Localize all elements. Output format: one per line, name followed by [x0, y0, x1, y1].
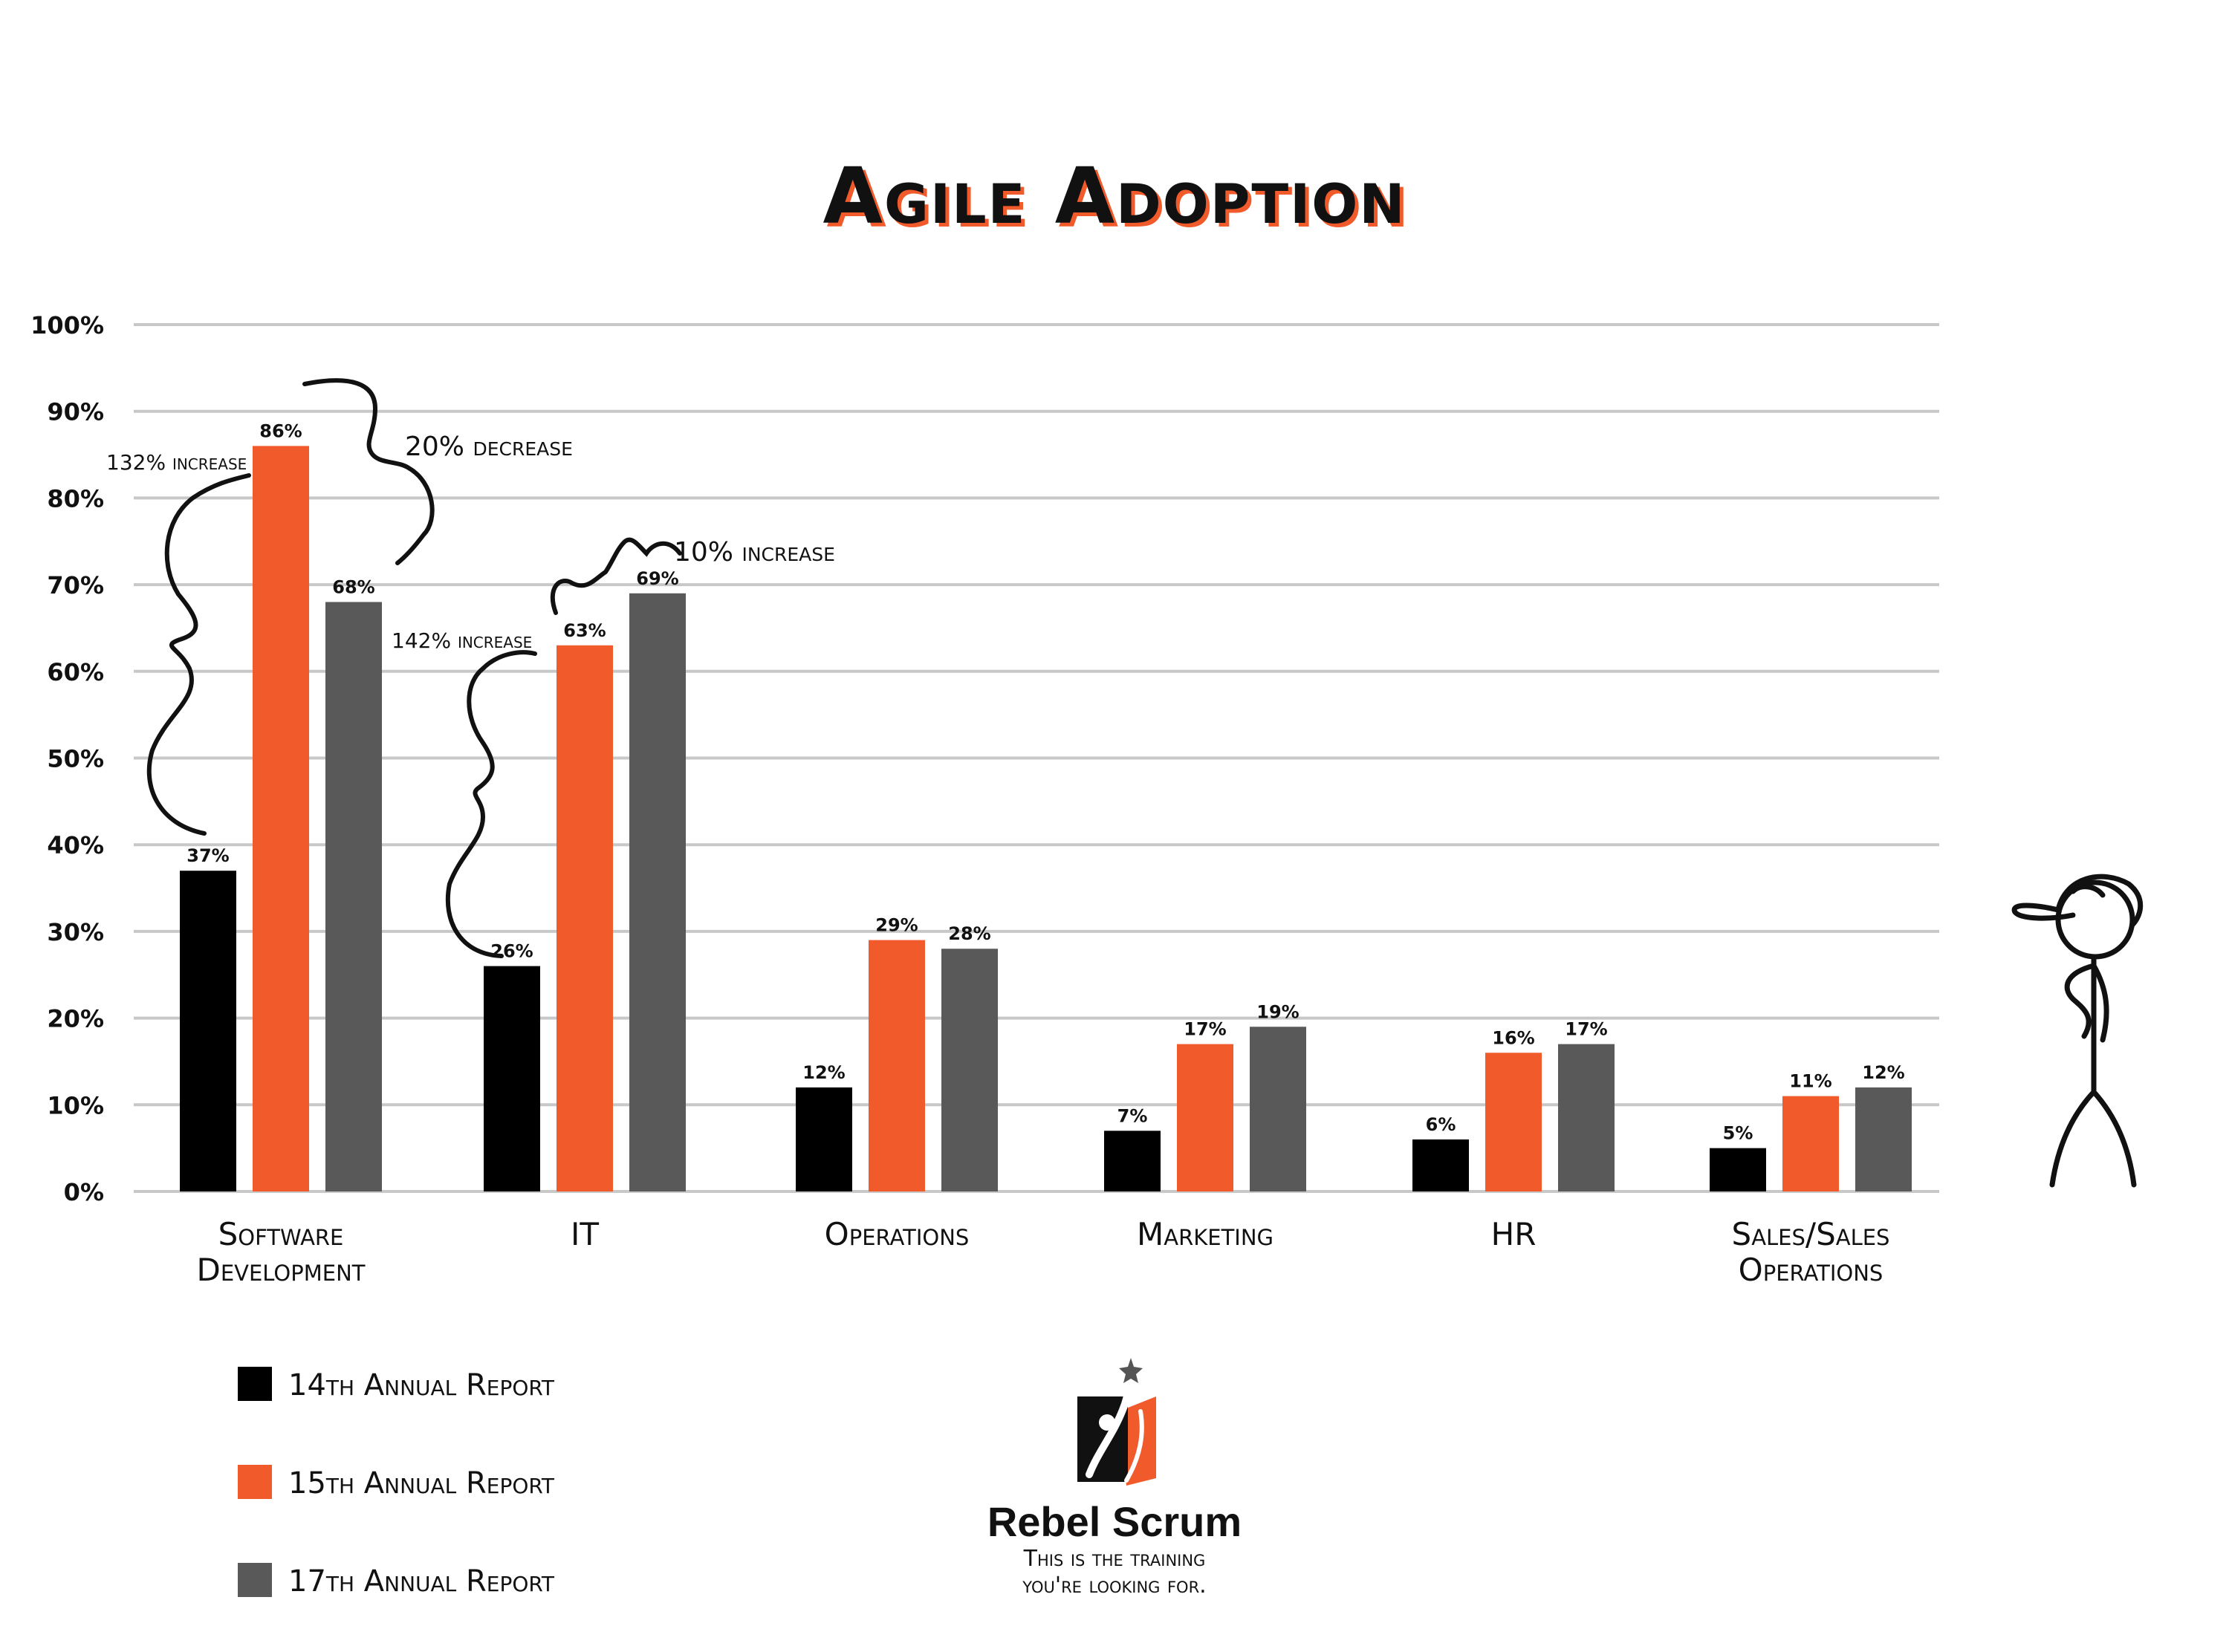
chart-title: Agile Adoption [827, 155, 1410, 245]
bar-value-label: 17% [1184, 1019, 1226, 1040]
bar-value-label: 12% [802, 1062, 845, 1083]
bar-value-label: 63% [563, 620, 606, 641]
y-tick-label: 90% [47, 398, 104, 426]
rebel-scrum-logo-icon [1077, 1358, 1156, 1486]
legend-swatch-17th [238, 1563, 272, 1597]
annotation-sd-increase: 132% increase [106, 450, 247, 475]
brand-tagline-line2: you're looking for. [1022, 1573, 1206, 1599]
legend-label-17th: 17th Annual Report [288, 1564, 555, 1599]
category-labels: Software Development IT Operations Marketing… [196, 1216, 1889, 1288]
category-label: Sales/Sales Operations [1732, 1216, 1890, 1288]
annotation-it-increase: 142% increase [392, 628, 532, 653]
category-label: HR [1491, 1216, 1537, 1252]
category-label: Operations [825, 1216, 970, 1252]
bar [796, 1087, 852, 1191]
bar [1104, 1131, 1161, 1191]
y-tick-label: 40% [47, 831, 104, 859]
bar-value-label: 19% [1256, 1001, 1299, 1022]
bar [1250, 1027, 1306, 1191]
bar [1782, 1096, 1839, 1191]
legend: 14th Annual Report 15th Annual Report 17… [238, 1367, 555, 1599]
bar [941, 949, 998, 1191]
data-labels: 37% 26% 12% 7% 6% 5% 86% 63% 29% 17% 16% 11% 68% 69% 2… [186, 420, 1904, 1143]
annotation-sd-decrease: 20% decrease [405, 432, 573, 462]
bar [1412, 1139, 1469, 1191]
y-tick-label: 100% [30, 311, 104, 339]
bar [1710, 1148, 1766, 1191]
y-tick-label: 70% [47, 571, 104, 599]
bar-value-label: 16% [1492, 1027, 1534, 1048]
y-axis-ticks: 0% 10% 20% 30% 40% 50% 60% 70% 80% 90% 100% [30, 311, 104, 1206]
bar [484, 966, 540, 1191]
y-tick-label: 20% [47, 1005, 104, 1033]
brand-name: Rebel Scrum [987, 1498, 1242, 1545]
legend-swatch-14th [238, 1367, 272, 1401]
bar-value-label: 11% [1789, 1071, 1831, 1092]
chart-title-shadow-top: Agile Adoption [823, 151, 1406, 241]
bar-value-label: 86% [259, 420, 302, 441]
y-tick-label: 50% [47, 745, 104, 773]
annotation-squiggles [146, 378, 682, 958]
stick-figure-with-cap-icon [2011, 874, 2144, 1188]
squiggle-it-increase [445, 650, 537, 958]
y-tick-label: 10% [47, 1091, 104, 1119]
legend-label-15th: 15th Annual Report [288, 1466, 555, 1500]
bars [180, 446, 1912, 1191]
category-label: Software Development [196, 1216, 365, 1288]
bar-value-label: 37% [186, 845, 229, 866]
legend-swatch-15th [238, 1465, 272, 1499]
y-tick-label: 0% [64, 1178, 104, 1206]
bar [1177, 1044, 1233, 1191]
bar-value-label: 68% [332, 576, 374, 597]
bar [1855, 1087, 1912, 1191]
bar-value-label: 17% [1565, 1019, 1607, 1040]
squiggle-sd-decrease [302, 378, 435, 565]
y-tick-label: 80% [47, 484, 104, 513]
squiggle-it-decrease [550, 537, 682, 615]
bar-value-label: 5% [1723, 1123, 1753, 1144]
bar [325, 602, 382, 1191]
bar-value-label: 28% [948, 923, 990, 944]
category-label: IT [571, 1216, 599, 1252]
bar [180, 871, 236, 1191]
y-tick-label: 30% [47, 918, 104, 946]
y-tick-label: 60% [47, 658, 104, 686]
bar-value-label: 7% [1117, 1105, 1148, 1126]
annotation-it-decrease: 10% increase [674, 537, 835, 568]
legend-label-14th: 14th Annual Report [288, 1368, 555, 1402]
bar-value-label: 26% [490, 941, 533, 962]
gridlines [134, 323, 1939, 1193]
bar [253, 446, 309, 1191]
bar [557, 645, 613, 1191]
bar [629, 593, 686, 1191]
category-label: Marketing [1137, 1216, 1274, 1252]
squiggle-sd-increase [146, 473, 251, 836]
bar-value-label: 6% [1426, 1114, 1456, 1135]
bar-value-label: 12% [1862, 1062, 1904, 1083]
bar [1485, 1053, 1542, 1191]
bar-value-label: 69% [636, 568, 678, 589]
bar [1558, 1044, 1615, 1191]
bar [869, 940, 925, 1191]
brand-tagline-line1: This is the training [1023, 1546, 1206, 1572]
bar-value-label: 29% [875, 915, 918, 936]
